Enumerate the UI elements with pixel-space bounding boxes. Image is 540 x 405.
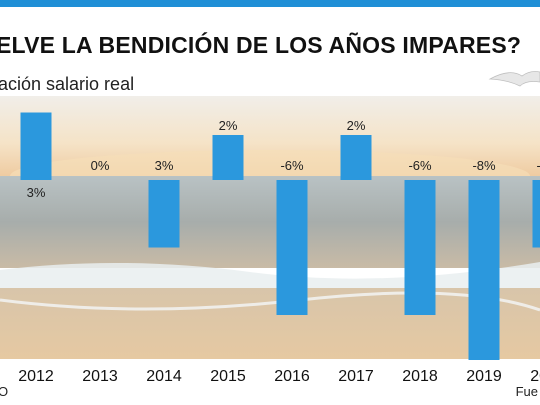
value-labels-group: 3% 0% 3% 2% -6% 2% -6% -8% -3% [27, 118, 540, 200]
value-label-2012: 3% [27, 185, 46, 200]
bar-2015 [212, 135, 244, 180]
bar-2019 [468, 180, 500, 360]
x-tick-label-2012: 2012 [18, 368, 54, 385]
x-tick-label-2014: 2014 [146, 368, 182, 385]
value-label-2019: -8% [472, 158, 496, 173]
top-accent-bar [0, 0, 540, 7]
source-text: Fue [515, 384, 538, 399]
x-tick-label-2020: 2020 [530, 368, 540, 385]
credit-text: O [0, 384, 9, 399]
chart-title: ELVE LA BENDICIÓN DE LOS AÑOS IMPARES? [0, 32, 522, 58]
bar-2012 [20, 112, 52, 180]
value-label-2018: -6% [408, 158, 432, 173]
value-label-2017: 2% [347, 118, 366, 133]
bars-group [20, 112, 540, 360]
beach-background-image [0, 71, 540, 360]
x-tick-label-2016: 2016 [274, 368, 310, 385]
chart-subtitle: ación salario real [0, 74, 135, 94]
x-tick-label-2017: 2017 [338, 368, 374, 385]
bar-2014 [148, 180, 180, 248]
bar-2017 [340, 135, 372, 180]
value-label-2014: 3% [155, 158, 174, 173]
value-label-2013: 0% [91, 158, 110, 173]
seagull-icon [488, 71, 540, 87]
bar-2018 [404, 180, 436, 315]
x-tick-label-2019: 2019 [466, 368, 502, 385]
bar-2016 [276, 180, 308, 315]
x-tick-labels-group: 2012 2013 2014 2015 2016 2017 2018 2019 2020 [18, 368, 540, 385]
value-label-2016: -6% [280, 158, 304, 173]
bar-2020 [532, 180, 540, 248]
x-tick-label-2018: 2018 [402, 368, 438, 385]
x-tick-label-2013: 2013 [82, 368, 118, 385]
value-label-2015: 2% [219, 118, 238, 133]
value-label-2020: -3% [536, 158, 540, 173]
x-tick-label-2015: 2015 [210, 368, 246, 385]
